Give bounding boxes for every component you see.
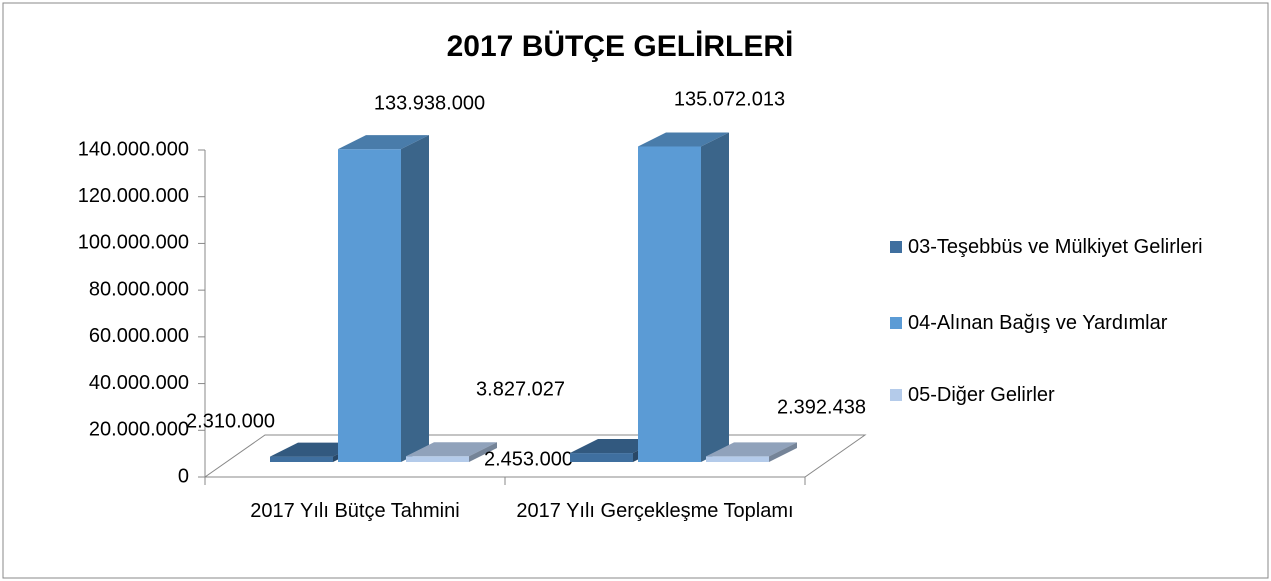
x-tick-label: 2017 Yılı Bütçe Tahmini [250, 500, 460, 522]
data-label: 2.453.000 [484, 448, 573, 470]
y-tick-label: 80.000.000 [89, 278, 189, 300]
bar-side [701, 132, 729, 462]
bar-front [406, 456, 469, 462]
bar-top [638, 132, 729, 147]
legend-label: 05-Diğer Gelirler [908, 384, 1055, 406]
bar-front [570, 453, 633, 462]
y-tick-label: 60.000.000 [89, 325, 189, 347]
legend-swatch [890, 389, 902, 401]
bar-side [401, 135, 429, 462]
bar-front [706, 456, 769, 462]
data-label: 133.938.000 [374, 92, 485, 114]
bar-top [338, 135, 429, 150]
y-tick-label: 120.000.000 [78, 185, 189, 207]
legend-label: 04-Alınan Bağış ve Yardımlar [908, 312, 1168, 334]
y-tick-label: 140.000.000 [78, 138, 189, 160]
x-tick-label: 2017 Yılı Gerçekleşme Toplamı [516, 500, 794, 522]
y-tick-label: 100.000.000 [78, 232, 189, 254]
y-tick-label: 0 [178, 465, 189, 487]
legend-item: 05-Diğer Gelirler [890, 380, 1260, 410]
bar-top [706, 442, 797, 457]
data-label: 135.072.013 [674, 88, 785, 110]
data-label: 3.827.027 [476, 378, 565, 400]
legend-swatch [890, 317, 902, 329]
legend-item: 04-Alınan Bağış ve Yardımlar [890, 308, 1260, 338]
legend-label: 03-Teşebbüs ve Mülkiyet Gelirleri [908, 236, 1203, 258]
bar-top [406, 442, 497, 457]
data-label: 2.392.438 [777, 396, 866, 418]
y-tick-label: 40.000.000 [89, 372, 189, 394]
floor [203, 434, 867, 478]
bar-front [338, 149, 401, 462]
data-label: 2.310.000 [186, 410, 275, 432]
bar-side [769, 442, 797, 462]
legend-swatch [890, 241, 902, 253]
bar-front [638, 146, 701, 462]
bar-side [469, 442, 497, 462]
bar-front [270, 456, 333, 462]
y-tick-label: 20.000.000 [89, 419, 189, 441]
legend-item: 03-Teşebbüs ve Mülkiyet Gelirleri [890, 232, 1260, 262]
chart-title: 2017 BÜTÇE GELİRLERİ [447, 30, 794, 63]
